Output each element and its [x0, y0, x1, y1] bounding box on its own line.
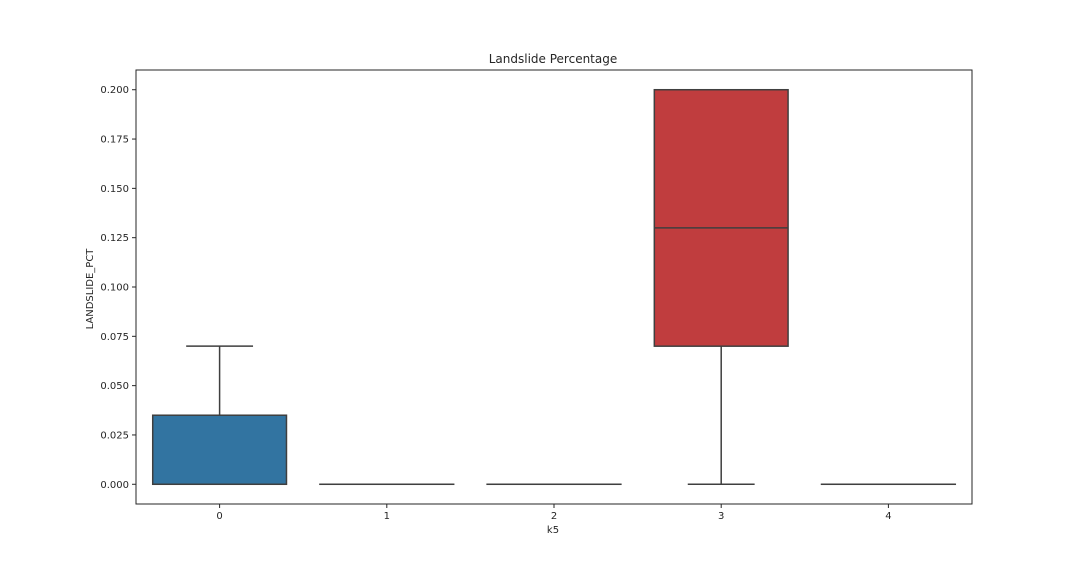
box-3	[653, 88, 789, 486]
axes-frame	[135, 69, 973, 505]
x-tick-label: 2	[551, 511, 557, 522]
y-tick-label: 0.050	[100, 381, 129, 392]
y-tick-label: 0.025	[100, 430, 129, 441]
chart-title: Landslide Percentage	[489, 52, 618, 66]
x-tick-label: 0	[216, 511, 222, 522]
box-0	[151, 345, 288, 486]
y-tick-label: 0.100	[100, 283, 129, 294]
y-tick-label: 0.200	[100, 85, 129, 96]
y-tick-label: 0.125	[100, 233, 129, 244]
x-tick-label: 3	[718, 511, 724, 522]
x-tick-label: 1	[384, 511, 390, 522]
x-axis-label: k5	[547, 525, 559, 536]
y-tick-label: 0.000	[100, 480, 129, 491]
y-tick-label: 0.075	[100, 332, 129, 343]
y-tick-label: 0.150	[100, 184, 129, 195]
x-tick-label: 4	[885, 511, 891, 522]
y-tick-label: 0.175	[100, 135, 129, 146]
plot-area: 0.000 0.025 0.050 0.075 0.100 0.125 0.150 0.175…	[100, 69, 973, 522]
box-body	[151, 414, 288, 486]
box-body	[653, 88, 789, 347]
y-axis-label: LANDSLIDE_PCT	[85, 248, 96, 330]
